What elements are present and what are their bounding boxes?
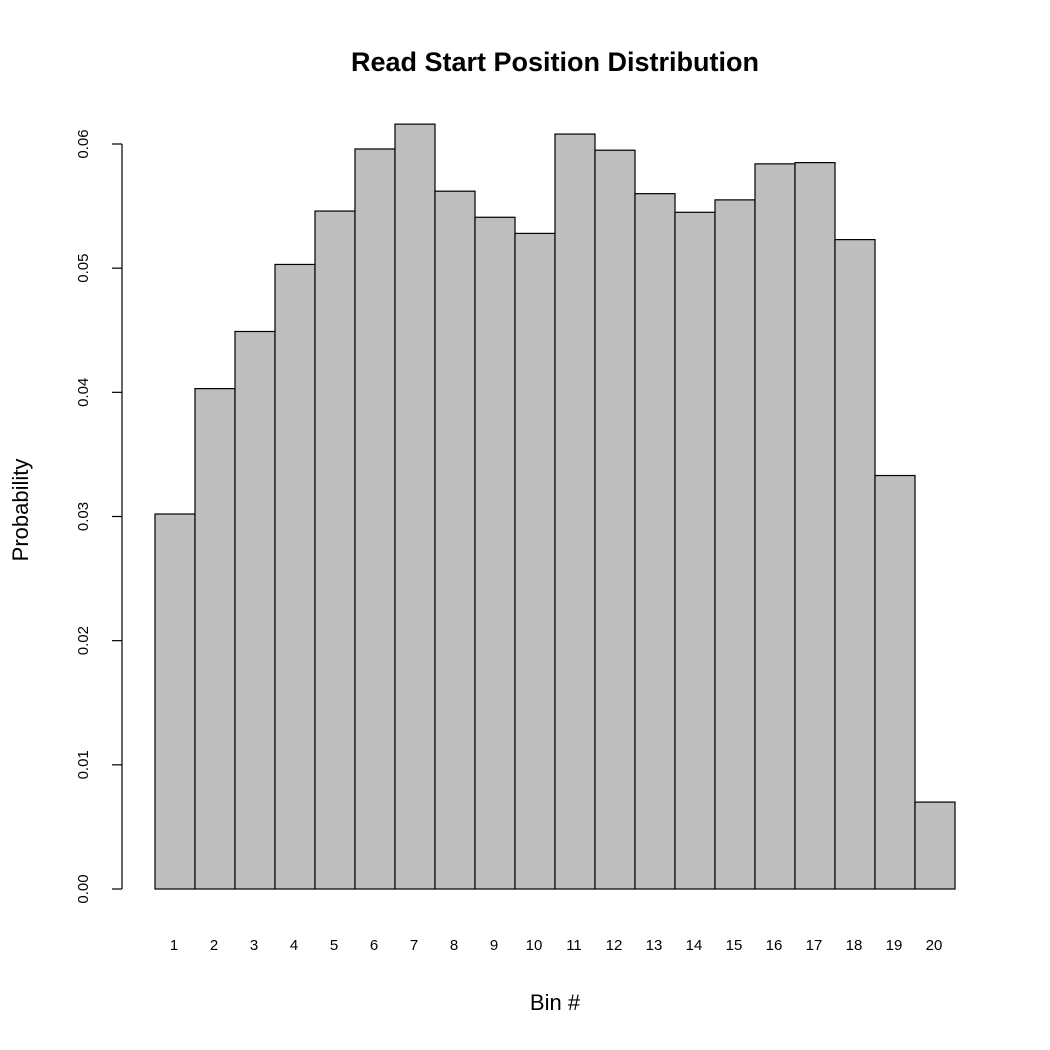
bar-18 — [834, 239, 876, 890]
bar-10 — [514, 232, 556, 890]
x-tick-label: 4 — [290, 937, 298, 954]
bar-20 — [914, 801, 956, 890]
x-tick-label: 14 — [686, 937, 703, 954]
x-tick-label: 1 — [170, 937, 178, 954]
x-tick-label: 8 — [450, 937, 458, 954]
bar-17 — [794, 162, 836, 890]
x-tick-label: 9 — [490, 937, 498, 954]
y-tick-label: 0.00 — [75, 874, 92, 903]
bar-14 — [674, 211, 716, 890]
bars-group — [154, 123, 956, 890]
bar-7 — [394, 123, 436, 890]
bar-13 — [634, 193, 676, 890]
x-tick-label: 13 — [646, 937, 663, 954]
x-tick-label: 17 — [806, 937, 823, 954]
bar-9 — [474, 216, 516, 890]
x-tick-labels: 1 2 3 4 5 6 7 8 9 10 11 12 13 14 15 16 17 18 19 20 — [170, 937, 943, 954]
x-tick-label: 2 — [210, 937, 218, 954]
bar-8 — [434, 190, 476, 890]
bar-16 — [754, 163, 796, 890]
x-tick-label: 5 — [330, 937, 338, 954]
y-tick-label: 0.01 — [75, 750, 92, 779]
bar-15 — [714, 199, 756, 890]
bar-11 — [554, 133, 596, 890]
x-tick-label: 19 — [886, 937, 903, 954]
bar-12 — [594, 149, 636, 890]
bar-4 — [274, 263, 316, 890]
x-tick-label: 3 — [250, 937, 258, 954]
x-tick-label: 16 — [766, 937, 783, 954]
bar-6 — [354, 148, 396, 890]
x-tick-label: 11 — [566, 937, 582, 954]
x-tick-label: 6 — [370, 937, 378, 954]
y-axis-label: Probability — [8, 459, 33, 562]
x-tick-label: 7 — [410, 937, 418, 954]
bar-3 — [234, 330, 276, 890]
y-tick-label: 0.02 — [75, 626, 92, 655]
y-axis: 0.00 0.01 0.02 0.03 0.04 0.05 0.06 — [75, 129, 123, 904]
y-tick-label: 0.05 — [75, 254, 92, 283]
bar-19 — [874, 474, 916, 890]
x-tick-label: 15 — [726, 937, 743, 954]
y-tick-label: 0.04 — [75, 378, 92, 407]
x-tick-label: 20 — [926, 937, 943, 954]
chart-title: Read Start Position Distribution — [351, 47, 759, 77]
x-tick-label: 10 — [526, 937, 543, 954]
y-tick-label: 0.03 — [75, 502, 92, 531]
bar-2 — [194, 388, 236, 890]
x-axis-label: Bin # — [530, 990, 581, 1015]
bar-5 — [314, 210, 356, 890]
y-tick-label: 0.06 — [75, 129, 92, 158]
bar-1 — [154, 513, 196, 890]
x-tick-label: 18 — [846, 937, 863, 954]
x-tick-label: 12 — [606, 937, 623, 954]
